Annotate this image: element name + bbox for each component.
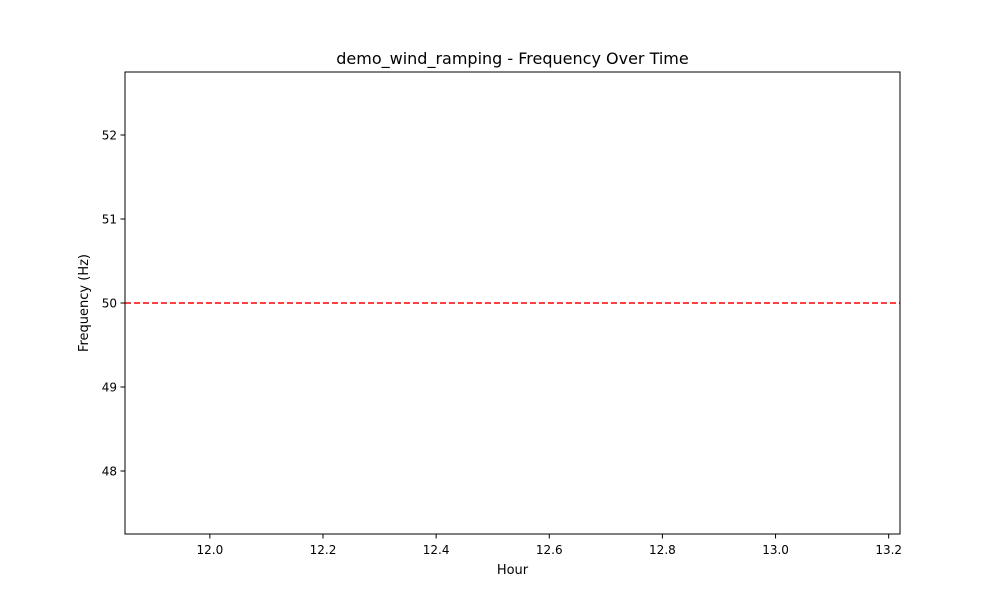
y-tick-label: 48 bbox=[102, 465, 117, 479]
x-tick-label: 12.2 bbox=[310, 543, 337, 557]
x-tick-label: 12.6 bbox=[536, 543, 563, 557]
y-axis-label: Frequency (Hz) bbox=[77, 254, 92, 352]
y-tick-label: 50 bbox=[102, 297, 117, 311]
y-tick-label: 49 bbox=[102, 381, 117, 395]
x-tick-label: 12.4 bbox=[423, 543, 450, 557]
y-axis-ticks: 48 49 50 51 52 bbox=[102, 129, 125, 479]
x-tick-label: 13.0 bbox=[762, 543, 789, 557]
x-tick-label: 12.0 bbox=[196, 543, 223, 557]
x-axis-ticks: 12.0 12.2 12.4 12.6 12.8 13.0 13.2 bbox=[196, 534, 902, 557]
y-tick-label: 51 bbox=[102, 213, 117, 227]
chart-title: demo_wind_ramping - Frequency Over Time bbox=[336, 49, 688, 69]
x-axis-label: Hour bbox=[497, 563, 529, 578]
x-tick-label: 12.8 bbox=[649, 543, 676, 557]
x-tick-label: 13.2 bbox=[875, 543, 902, 557]
y-tick-label: 52 bbox=[102, 129, 117, 143]
plot-frame bbox=[124, 71, 901, 535]
